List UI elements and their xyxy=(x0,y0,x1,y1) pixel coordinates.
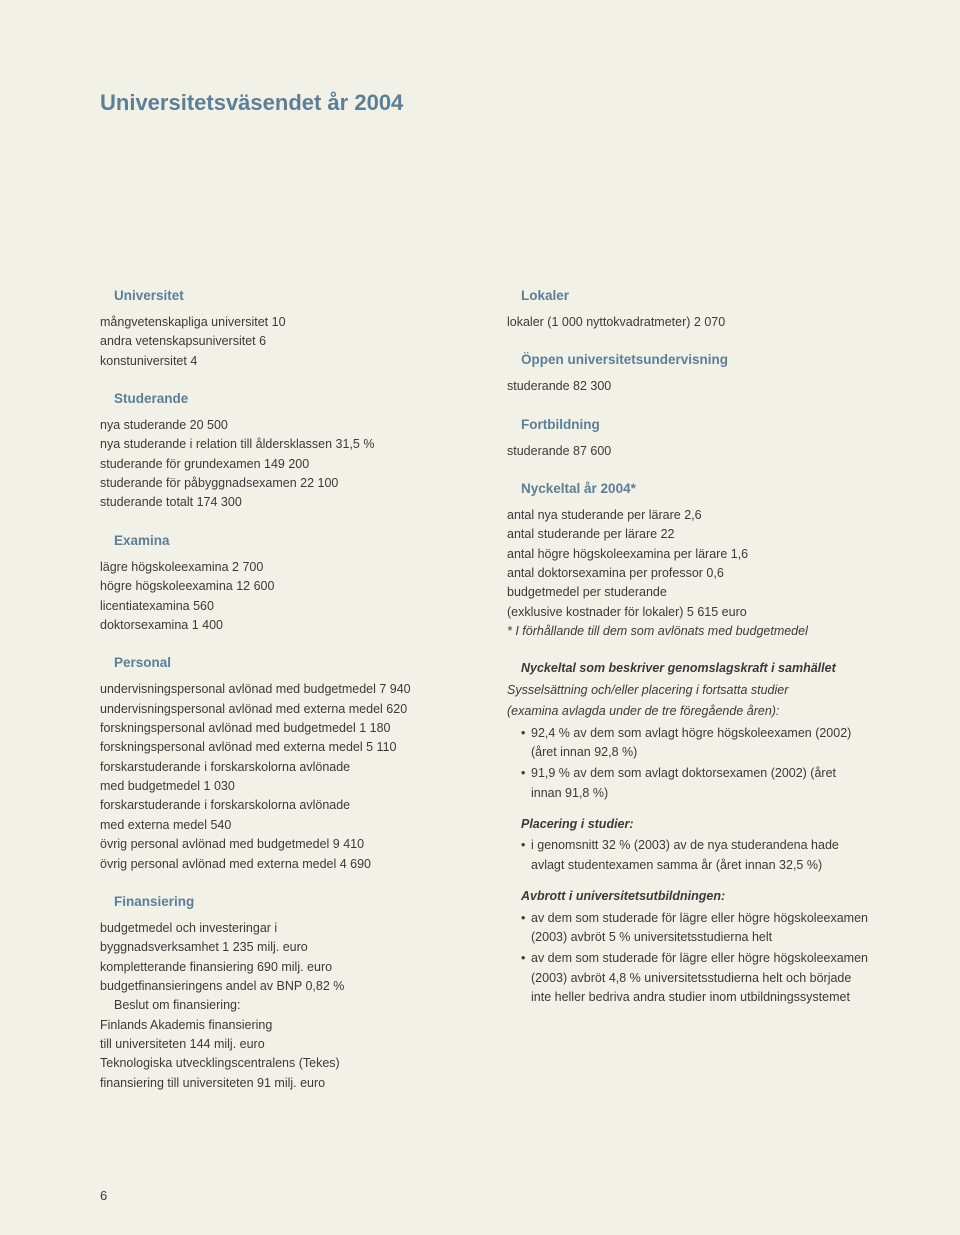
text-line: budgetmedel per studerande xyxy=(507,583,870,602)
text-line: med budgetmedel 1 030 xyxy=(100,777,463,796)
section-head-personal: Personal xyxy=(100,653,463,674)
text-line: byggnadsverksamhet 1 235 milj. euro xyxy=(100,938,463,957)
section-body-lokaler: lokaler (1 000 nyttokvadratmeter) 2 070 xyxy=(507,313,870,332)
page-number: 6 xyxy=(100,1188,107,1203)
text-line: budgetmedel och investeringar i xyxy=(100,919,463,938)
text-line: Teknologiska utvecklingscentralens (Teke… xyxy=(100,1054,463,1073)
text-line: finansiering till universiteten 91 milj.… xyxy=(100,1074,463,1093)
list-item: av dem som studerade för lägre eller hög… xyxy=(521,909,870,948)
section-head-nyckeltal: Nyckeltal år 2004* xyxy=(507,479,870,500)
list-item: 91,9 % av dem som avlagt doktorsexamen (… xyxy=(521,764,870,803)
text-line: högre högskoleexamina 12 600 xyxy=(100,577,463,596)
text-line: antal doktorsexamina per professor 0,6 xyxy=(507,564,870,583)
text-line: nya studerande i relation till ålderskla… xyxy=(100,435,463,454)
text-line: forskningspersonal avlönad med externa m… xyxy=(100,738,463,757)
text-line: andra vetenskapsuniversitet 6 xyxy=(100,332,463,351)
text-line: studerande 82 300 xyxy=(507,377,870,396)
page: Universitetsväsendet år 2004 Universitet… xyxy=(0,0,960,1235)
section-body-studerande: nya studerande 20 500 nya studerande i r… xyxy=(100,416,463,513)
text-line: studerande för påbyggnadsexamen 22 100 xyxy=(100,474,463,493)
section-head-examina: Examina xyxy=(100,531,463,552)
section-body-universitet: mångvetenskapliga universitet 10 andra v… xyxy=(100,313,463,371)
text-line: studerande totalt 174 300 xyxy=(100,493,463,512)
text-line: forskningspersonal avlönad med budgetmed… xyxy=(100,719,463,738)
text-line: studerande för grundexamen 149 200 xyxy=(100,455,463,474)
text-line: lägre högskoleexamina 2 700 xyxy=(100,558,463,577)
bullet-list-avbrott: av dem som studerade för lägre eller hög… xyxy=(507,909,870,1008)
list-item: av dem som studerade för lägre eller hög… xyxy=(521,949,870,1007)
page-title: Universitetsväsendet år 2004 xyxy=(100,90,870,116)
text-line: med externa medel 540 xyxy=(100,816,463,835)
text-line: budgetfinansieringens andel av BNP 0,82 … xyxy=(100,977,463,996)
left-column: Universitet mångvetenskapliga universite… xyxy=(100,286,463,1111)
text-line: övrig personal avlönad med budgetmedel 9… xyxy=(100,835,463,854)
list-item: i genomsnitt 32 % (2003) av de nya stude… xyxy=(521,836,870,875)
text-line: forskarstuderande i forskarskolorna avlö… xyxy=(100,758,463,777)
list-item: 92,4 % av dem som avlagt högre högskolee… xyxy=(521,724,870,763)
text-line: licentiatexamina 560 xyxy=(100,597,463,616)
text-line: doktorsexamina 1 400 xyxy=(100,616,463,635)
section-body-finansiering: budgetmedel och investeringar i byggnads… xyxy=(100,919,463,1093)
section-head-finansiering: Finansiering xyxy=(100,892,463,913)
subhead-avbrott: Avbrott i universitetsutbildningen: xyxy=(507,887,870,906)
columns: Universitet mångvetenskapliga universite… xyxy=(100,286,870,1111)
section-body-personal: undervisningspersonal avlönad med budget… xyxy=(100,680,463,874)
subhead-finansiering: Beslut om finansiering: xyxy=(100,996,463,1015)
bullet-list-sysselsattning: 92,4 % av dem som avlagt högre högskolee… xyxy=(507,724,870,804)
text-line: till universiteten 144 milj. euro xyxy=(100,1035,463,1054)
subhead-placering: Placering i studier: xyxy=(507,815,870,834)
text-line: konstuniversitet 4 xyxy=(100,352,463,371)
text-line: antal studerande per lärare 22 xyxy=(507,525,870,544)
section-head-fortbildning: Fortbildning xyxy=(507,415,870,436)
section-head-oppen: Öppen universitetsundervisning xyxy=(507,350,870,371)
section-body-fortbildning: studerande 87 600 xyxy=(507,442,870,461)
text-line: undervisningspersonal avlönad med budget… xyxy=(100,680,463,699)
section-head-studerande: Studerande xyxy=(100,389,463,410)
text-line: undervisningspersonal avlönad med extern… xyxy=(100,700,463,719)
text-line: studerande 87 600 xyxy=(507,442,870,461)
section-body-examina: lägre högskoleexamina 2 700 högre högsko… xyxy=(100,558,463,636)
section-head-universitet: Universitet xyxy=(100,286,463,307)
section-head-lokaler: Lokaler xyxy=(507,286,870,307)
text-line: antal nya studerande per lärare 2,6 xyxy=(507,506,870,525)
text-line: (exklusive kostnader för lokaler) 5 615 … xyxy=(507,603,870,622)
text-line: mångvetenskapliga universitet 10 xyxy=(100,313,463,332)
bullet-list-placering: i genomsnitt 32 % (2003) av de nya stude… xyxy=(507,836,870,875)
text-line: Finlands Akademis finansiering xyxy=(100,1016,463,1035)
text-line: nya studerande 20 500 xyxy=(100,416,463,435)
text-line: övrig personal avlönad med externa medel… xyxy=(100,855,463,874)
text-line: antal högre högskoleexamina per lärare 1… xyxy=(507,545,870,564)
footnote-nyckeltal: * I förhållande till dem som avlönats me… xyxy=(507,622,870,641)
right-column: Lokaler lokaler (1 000 nyttokvadratmeter… xyxy=(507,286,870,1111)
subhead-genomslag-1: Nyckeltal som beskriver genomslagskraft … xyxy=(507,659,870,678)
text-line: forskarstuderande i forskarskolorna avlö… xyxy=(100,796,463,815)
subhead-genomslag-3: (examina avlagda under de tre föregående… xyxy=(507,702,870,721)
text-line: lokaler (1 000 nyttokvadratmeter) 2 070 xyxy=(507,313,870,332)
section-body-oppen: studerande 82 300 xyxy=(507,377,870,396)
text-line: kompletterande finansiering 690 milj. eu… xyxy=(100,958,463,977)
section-body-nyckeltal: antal nya studerande per lärare 2,6 anta… xyxy=(507,506,870,642)
subhead-genomslag-2: Sysselsättning och/eller placering i for… xyxy=(507,681,870,700)
